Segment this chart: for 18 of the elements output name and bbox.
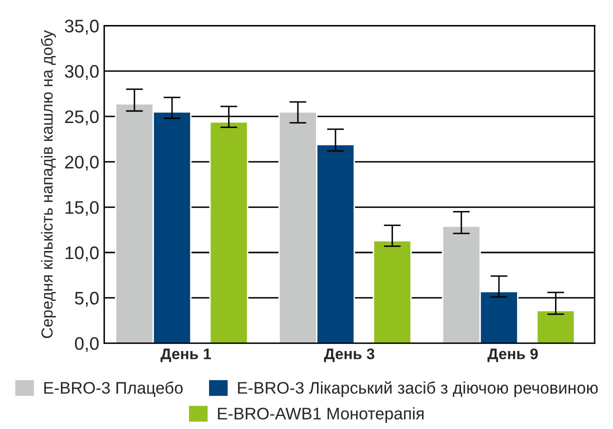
y-axis-title: Середня кількість нападів кашлю на добу xyxy=(40,30,56,338)
legend-label: E-BRO-AWB1 Монотерапія xyxy=(218,407,424,423)
y-tick-label: 35,0 xyxy=(64,20,99,35)
y-tick-label: 20,0 xyxy=(65,156,99,171)
legend-label: E-BRO-3 Плацебо xyxy=(44,381,183,397)
x-tick-label: День 1 xyxy=(160,348,211,362)
x-tick-label: День 9 xyxy=(488,348,538,362)
y-tick-label: 10,0 xyxy=(66,246,99,262)
bar xyxy=(372,240,412,344)
y-tick-label: 30,0 xyxy=(64,65,99,80)
y-tick-label: 0,0 xyxy=(74,337,99,352)
y-tick-label: 25,0 xyxy=(65,110,99,126)
y-tick-label: 15,0 xyxy=(66,201,99,216)
legend-label: E-BRO-3 Лікарський засіб з діючою речовиною xyxy=(238,381,598,398)
y-tick-label: 5,0 xyxy=(74,292,99,307)
bar xyxy=(209,121,248,344)
bar xyxy=(536,310,576,344)
x-tick-label: День 3 xyxy=(324,348,374,362)
